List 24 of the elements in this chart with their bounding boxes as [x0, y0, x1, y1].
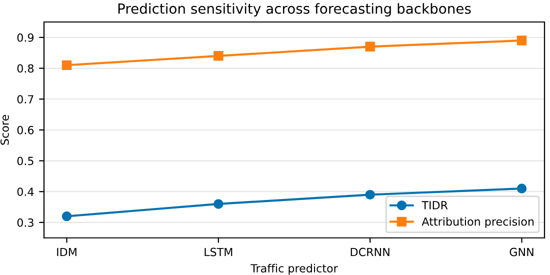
x-tick-label: GNN: [510, 248, 534, 256]
point: [62, 211, 72, 222]
y-tick-label: 0.5: [17, 156, 34, 166]
x-tick-label: IDM: [57, 248, 76, 256]
chart-title: Prediction sensitivity across forecasting backbones: [118, 3, 471, 17]
y-tick-label: 0.9: [17, 33, 34, 42]
point: [365, 42, 375, 52]
legend-label: Attribution precision: [422, 217, 534, 228]
point: [365, 190, 375, 200]
y-tick-label: 0.7: [17, 95, 34, 104]
legend-label: TIDR: [422, 201, 448, 210]
x-tick-label: DCRNN: [350, 248, 390, 256]
point: [62, 60, 72, 70]
point: [214, 51, 224, 61]
point: [516, 184, 527, 194]
x-tick-label: LSTM: [204, 248, 232, 256]
y-tick-label: 0.6: [17, 126, 34, 134]
y-tick-label: 0.8: [17, 64, 34, 73]
y-tick-label: 0.3: [17, 218, 34, 227]
point: [214, 199, 224, 209]
y-axis-title: Score: [0, 114, 9, 145]
point: [516, 36, 527, 46]
x-axis-title: Traffic predictor: [250, 264, 338, 275]
y-tick-label: 0.4: [17, 188, 34, 196]
